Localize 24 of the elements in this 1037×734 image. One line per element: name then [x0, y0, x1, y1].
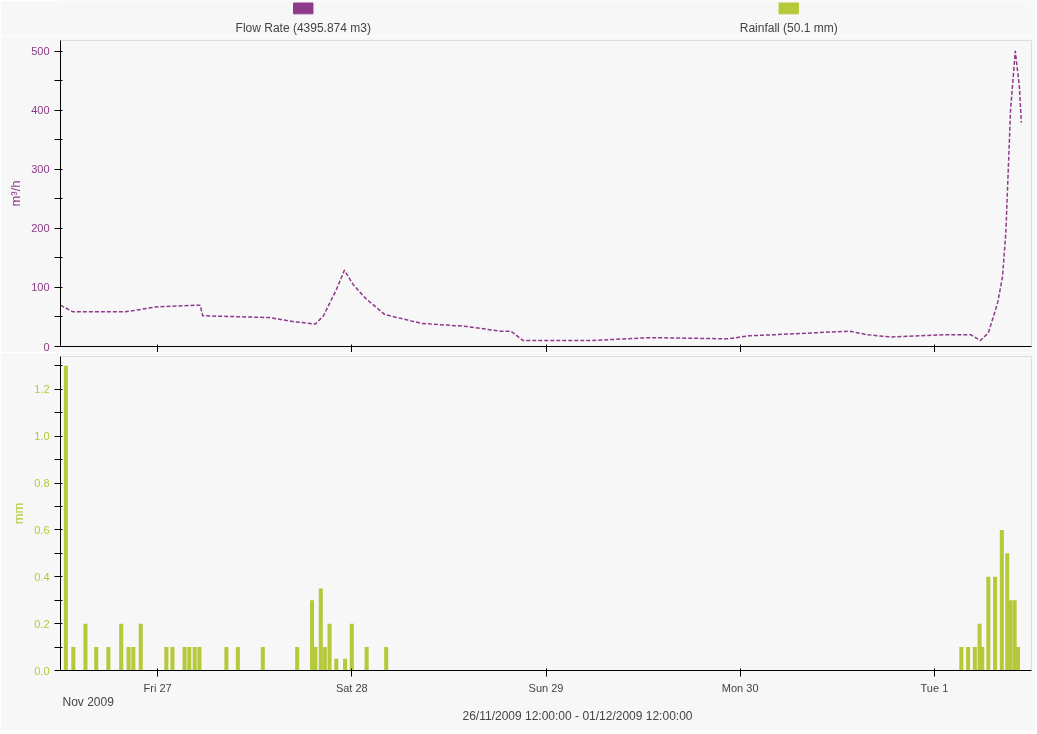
- y-tick-label: 1.2: [34, 383, 50, 396]
- y-tick-label: 0.8: [34, 477, 50, 490]
- y-tick-label: 0: [43, 340, 50, 353]
- x-tick-label: Fri 27: [143, 681, 172, 694]
- y-tick-label: 0.0: [34, 664, 50, 677]
- legend-label: Rainfall (50.1 mm): [739, 20, 838, 35]
- y-tick-label: 400: [31, 104, 50, 117]
- y-tick-label: 0.6: [34, 523, 50, 536]
- x-tick-label: Tue 1: [920, 681, 949, 694]
- y-tick-label: 100: [31, 281, 50, 294]
- y-axis-title: mm: [11, 502, 27, 525]
- y-tick-label: 500: [31, 45, 50, 58]
- text: Nov 2009: [62, 694, 115, 709]
- x-tick-label: Mon 30: [721, 681, 759, 694]
- x-tick-label: Sat 28: [335, 681, 368, 694]
- legend-label: Flow Rate (4395.874 m3): [235, 20, 371, 35]
- y-tick-label: 1.0: [34, 430, 50, 443]
- y-tick-label: 300: [31, 163, 50, 176]
- x-tick-label: Sun 29: [528, 681, 564, 694]
- text: 26/11/2009 12:00:00 - 01/12/2009 12:00:00: [462, 708, 693, 723]
- y-tick-label: 0.4: [34, 570, 50, 583]
- y-axis-title: m³/h: [8, 180, 24, 207]
- y-tick-label: 0.2: [34, 617, 50, 630]
- y-tick-label: 200: [31, 222, 50, 235]
